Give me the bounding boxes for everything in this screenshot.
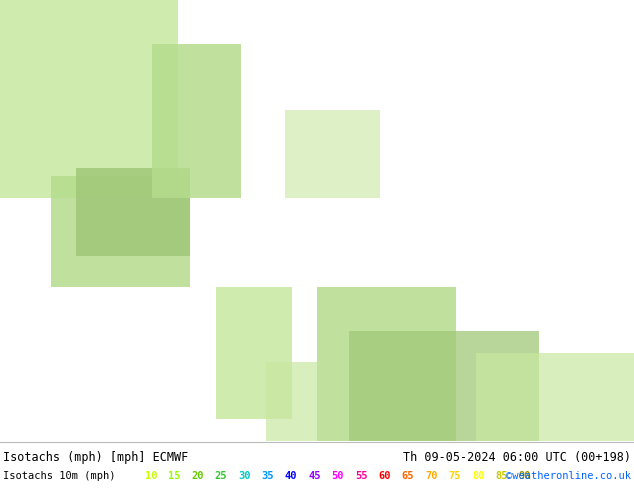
Text: 20: 20: [191, 471, 204, 481]
Bar: [317, 287, 456, 441]
Text: 25: 25: [215, 471, 227, 481]
Text: 80: 80: [472, 471, 484, 481]
Text: 40: 40: [285, 471, 297, 481]
Text: 30: 30: [238, 471, 250, 481]
Bar: [349, 331, 539, 441]
Bar: [285, 110, 380, 198]
Bar: [216, 287, 292, 419]
Bar: [0, 0, 178, 198]
Text: 45: 45: [308, 471, 321, 481]
Text: Isotachs 10m (mph): Isotachs 10m (mph): [3, 471, 115, 481]
Bar: [76, 168, 190, 256]
Text: Th 09-05-2024 06:00 UTC (00+198): Th 09-05-2024 06:00 UTC (00+198): [403, 451, 631, 464]
Text: 65: 65: [402, 471, 414, 481]
Text: 90: 90: [519, 471, 531, 481]
Text: 50: 50: [332, 471, 344, 481]
Text: 35: 35: [261, 471, 274, 481]
Bar: [51, 176, 190, 287]
Bar: [152, 44, 241, 198]
Text: 15: 15: [168, 471, 181, 481]
Text: ©weatheronline.co.uk: ©weatheronline.co.uk: [506, 471, 631, 481]
Text: 10: 10: [145, 471, 157, 481]
Text: 55: 55: [355, 471, 368, 481]
Text: 85: 85: [495, 471, 508, 481]
Text: 60: 60: [378, 471, 391, 481]
Text: Isotachs (mph) [mph] ECMWF: Isotachs (mph) [mph] ECMWF: [3, 451, 188, 464]
Text: 70: 70: [425, 471, 437, 481]
Text: 75: 75: [448, 471, 461, 481]
Bar: [476, 353, 634, 441]
Bar: [266, 362, 317, 441]
